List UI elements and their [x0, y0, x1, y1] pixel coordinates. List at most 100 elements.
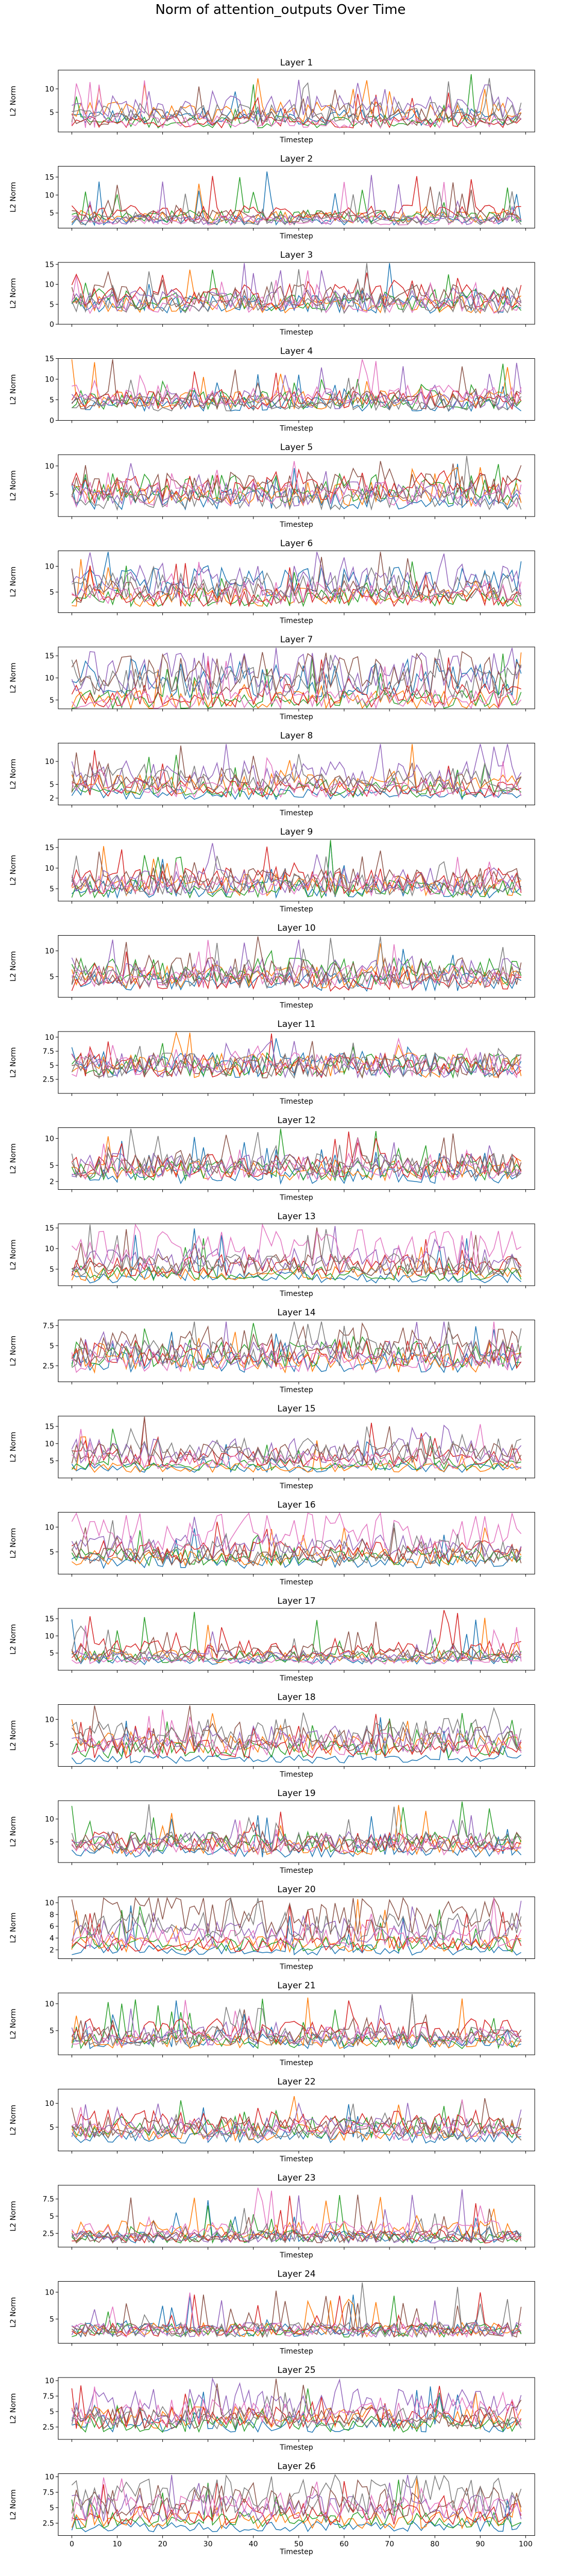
x-axis-label: Timestep: [279, 1482, 313, 1490]
y-tick-label: 10: [45, 1523, 54, 1532]
x-axis-label: Timestep: [279, 425, 313, 433]
y-tick-label: 5: [49, 301, 54, 309]
series-line: [71, 1901, 522, 1947]
y-tick-label: 5: [49, 2504, 54, 2513]
series-line: [71, 1238, 522, 1282]
series-line: [72, 1898, 522, 1943]
axes-frame: [58, 454, 535, 517]
panel-title: Layer 26: [277, 2462, 315, 2472]
series-line: [71, 943, 522, 989]
y-axis-label: L2 Norm: [9, 1432, 18, 1462]
y-tick-label: 15: [45, 261, 54, 269]
panel-title: Layer 2: [280, 154, 313, 164]
x-axis-label: Timestep: [279, 1194, 313, 1202]
y-tick-label: 4: [49, 1935, 54, 1943]
series-line: [71, 1994, 521, 2047]
series-line: [71, 269, 522, 312]
layer-panel: Layer 24 5 10 Timestep L2 Norm: [9, 2269, 535, 2356]
series-line: [71, 463, 522, 511]
series-line: [71, 1228, 522, 1284]
y-tick-label: 5: [49, 2408, 54, 2416]
y-tick-label: 5: [49, 696, 54, 705]
series-line: [71, 1417, 522, 1466]
series-line: [71, 2385, 522, 2430]
y-tick-label: 2.5: [43, 2423, 54, 2432]
panel-title: Layer 11: [277, 1019, 315, 1029]
series-line: [71, 1898, 522, 1950]
y-axis-label: L2 Norm: [9, 1239, 18, 1270]
panel-title: Layer 9: [280, 827, 313, 837]
series-line: [71, 1906, 521, 1952]
axes-frame: [58, 2377, 535, 2440]
x-axis-label: Timestep: [279, 809, 313, 818]
y-tick-label: 5: [49, 1838, 54, 1847]
series-line: [72, 1041, 522, 1079]
x-axis-label: Timestep: [279, 1002, 313, 1010]
y-tick-label: 2: [49, 1946, 54, 1954]
series-line: [71, 656, 522, 710]
series-line: [72, 653, 522, 710]
series-line: [71, 1897, 522, 1935]
y-tick-label: 15: [45, 652, 54, 660]
series-line: [71, 1512, 522, 1554]
series-line: [71, 561, 522, 605]
axes-frame: [58, 262, 535, 325]
series-line: [71, 936, 522, 987]
axes-frame: [58, 70, 535, 132]
axes-frame: [58, 2473, 535, 2536]
series-line: [71, 1428, 521, 1471]
x-axis-label: Timestep: [279, 1674, 313, 1683]
series-line: [71, 1705, 522, 1753]
series-line: [71, 940, 521, 989]
y-tick-label: 10: [45, 865, 54, 873]
series-line: [71, 2103, 522, 2141]
series-line: [72, 1227, 522, 1277]
x-axis-label: Timestep: [279, 1386, 313, 1394]
y-axis-label: L2 Norm: [9, 2105, 18, 2135]
series-line: [72, 359, 522, 407]
panel-title: Layer 24: [277, 2269, 315, 2280]
layer-panel: Layer 23 2.5 5 7.5 Timestep L2 Norm: [9, 2173, 535, 2259]
series-line: [71, 936, 521, 989]
x-axis-label: Timestep: [279, 1578, 313, 1587]
series-line: [71, 270, 522, 314]
y-tick-label: 10: [45, 1440, 54, 1448]
series-line: [71, 176, 521, 222]
series-line: [71, 2480, 521, 2529]
y-tick-label: 15: [45, 355, 54, 363]
y-tick-label: 5: [49, 2316, 54, 2324]
x-tick-label: 30: [203, 2540, 213, 2549]
axes-frame: [58, 358, 535, 421]
layer-panel: Layer 10 5 10 Timestep L2 Norm: [9, 923, 535, 1010]
series-line: [71, 2477, 522, 2523]
y-tick-label: 10: [45, 2473, 54, 2482]
y-tick-label: 10: [45, 1899, 54, 1907]
x-tick-label: 70: [385, 2540, 394, 2549]
series-line: [71, 1133, 522, 1178]
series-line: [72, 78, 522, 124]
y-tick-label: 2.5: [43, 2520, 54, 2528]
x-tick-label: 20: [158, 2540, 167, 2549]
series-line: [71, 2096, 522, 2142]
x-axis-label: Timestep: [279, 905, 313, 913]
y-tick-label: 2.5: [43, 2230, 54, 2238]
panel-title: Layer 15: [277, 1404, 315, 1414]
layer-panel: Layer 6 5 10 Timestep L2 Norm: [9, 539, 535, 625]
y-axis-label: L2 Norm: [9, 567, 18, 597]
y-tick-label: 7.5: [43, 1322, 54, 1330]
y-tick-label: 10: [45, 2377, 54, 2385]
series-line: [71, 1905, 522, 1953]
y-tick-label: 5: [49, 1548, 54, 1556]
series-line: [71, 651, 522, 695]
series-line: [71, 191, 522, 226]
series-line: [71, 779, 522, 801]
y-axis-label: L2 Norm: [9, 1624, 18, 1654]
layer-panel: Layer 22 5 10 Timestep L2 Norm: [9, 2077, 535, 2164]
y-axis-label: L2 Norm: [9, 1143, 18, 1174]
y-tick-label: 5: [49, 1162, 54, 1170]
series-line: [71, 1321, 522, 1369]
axes-frame: [58, 1223, 535, 1286]
y-tick-label: 5: [49, 1740, 54, 1749]
y-tick-label: 5: [49, 1061, 54, 1070]
series-line: [72, 1994, 522, 2047]
